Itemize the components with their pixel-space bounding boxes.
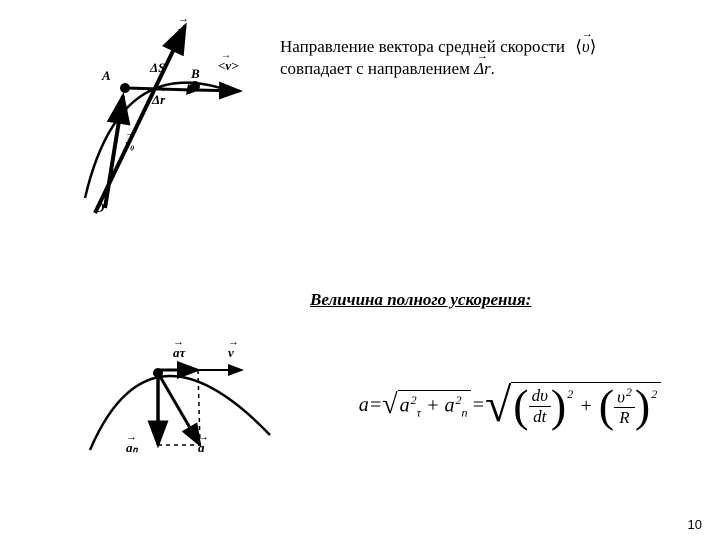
label-r0: →r₀: [125, 136, 135, 152]
acceleration-formula: a = √ a2τ + a2n = √ ( dυ: [300, 378, 720, 433]
acceleration-diagram: →aτ →v →aₙ →a: [0, 330, 300, 480]
label-A: A: [102, 68, 111, 84]
label-ds: ΔS: [150, 60, 165, 76]
velocity-diagram: A B O →v ΔS →<v> →Δr →r₀: [0, 18, 280, 218]
label-v2: →v: [228, 345, 234, 361]
label-avg-v: →<v>: [218, 58, 239, 74]
description-text: Направление вектора средней скорости ⟨→υ…: [280, 18, 720, 218]
section-heading: Величина полного ускорения:: [310, 290, 531, 310]
label-dr: →Δr: [152, 92, 165, 108]
label-a-tau: →aτ: [173, 345, 185, 361]
label-an: →aₙ: [126, 440, 138, 456]
label-v: →v: [178, 23, 184, 39]
label-a: →a: [198, 440, 205, 456]
label-B: B: [191, 66, 200, 82]
page-number: 10: [688, 517, 702, 532]
label-O: O: [95, 200, 104, 216]
